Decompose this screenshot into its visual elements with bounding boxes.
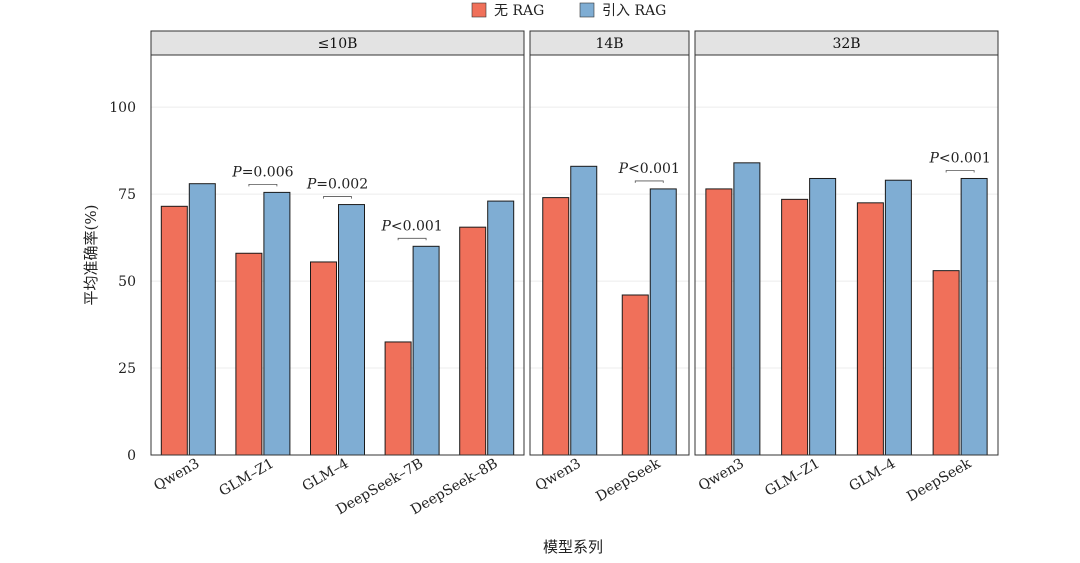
x-tick-label: Qwen3 bbox=[533, 456, 584, 495]
panel-strip-2 bbox=[694, 30, 999, 56]
p-value-label: P<0.001 bbox=[380, 218, 442, 234]
y-tick-label: 25 bbox=[118, 361, 136, 377]
legend-swatch-1 bbox=[579, 2, 595, 18]
p-value-label: P=0.002 bbox=[306, 177, 368, 193]
bar-no-rag bbox=[621, 294, 649, 456]
x-tick-label: DeepSeek bbox=[593, 455, 663, 505]
legend-label-1: 引入 RAG bbox=[602, 3, 666, 19]
bar-no-rag bbox=[235, 252, 263, 456]
bar-no-rag bbox=[781, 198, 809, 456]
significance-bracket bbox=[945, 170, 975, 173]
bar-no-rag bbox=[160, 205, 188, 456]
p-value-label: P<0.001 bbox=[618, 161, 680, 177]
x-tick-label: Qwen3 bbox=[151, 456, 202, 495]
panel-frame-1 bbox=[529, 54, 690, 456]
x-tick-label: GLM–4 bbox=[846, 456, 898, 495]
bar-with-rag bbox=[487, 200, 515, 456]
legend-label-0: 无 RAG bbox=[494, 3, 544, 19]
panel-title-1: 14B bbox=[595, 36, 623, 52]
panel-strip-1 bbox=[529, 30, 690, 56]
bar-no-rag bbox=[384, 341, 412, 456]
panel-frame-2 bbox=[694, 54, 999, 456]
panel-strip-0 bbox=[150, 30, 525, 56]
x-tick-label: GLM–Z1 bbox=[762, 456, 822, 500]
significance-bracket bbox=[397, 237, 427, 241]
significance-bracket bbox=[323, 196, 352, 199]
x-tick-label: DeepSeek bbox=[904, 455, 974, 505]
legend-swatch-0 bbox=[471, 2, 487, 18]
bar-no-rag bbox=[932, 270, 960, 456]
bar-with-rag bbox=[809, 177, 837, 456]
bar-no-rag bbox=[705, 188, 733, 456]
y-tick-label: 100 bbox=[109, 100, 136, 116]
y-tick-label: 50 bbox=[118, 274, 136, 290]
significance-bracket bbox=[634, 180, 664, 183]
x-tick-label: GLM–4 bbox=[300, 456, 352, 495]
p-value-label: P=0.006 bbox=[231, 164, 293, 180]
significance-bracket bbox=[248, 183, 278, 187]
x-tick-label: GLM–Z1 bbox=[217, 456, 277, 500]
p-value-label: P<0.001 bbox=[929, 150, 991, 166]
bar-with-rag bbox=[188, 183, 216, 456]
bar-with-rag bbox=[263, 191, 291, 456]
y-tick-label: 0 bbox=[127, 448, 136, 464]
bar-no-rag bbox=[459, 226, 487, 456]
bar-with-rag bbox=[649, 188, 677, 456]
panel-frame-0 bbox=[150, 54, 525, 456]
y-tick-label: 75 bbox=[118, 187, 136, 203]
bar-with-rag bbox=[733, 162, 761, 456]
bar-no-rag bbox=[310, 261, 337, 456]
x-tick-label: Qwen3 bbox=[696, 456, 747, 495]
bar-with-rag bbox=[338, 204, 365, 456]
bar-with-rag bbox=[960, 177, 988, 456]
bar-with-rag bbox=[570, 165, 598, 456]
panel-title-2: 32B bbox=[832, 36, 860, 52]
bar-with-rag bbox=[884, 179, 912, 456]
bar-no-rag bbox=[856, 202, 884, 456]
panel-title-0: ≤10B bbox=[318, 36, 358, 52]
x-axis-title: 模型系列 bbox=[543, 538, 603, 556]
y-axis-title: 平均准确率(%) bbox=[82, 205, 100, 306]
bar-no-rag bbox=[542, 197, 570, 456]
bar-with-rag bbox=[412, 245, 440, 456]
